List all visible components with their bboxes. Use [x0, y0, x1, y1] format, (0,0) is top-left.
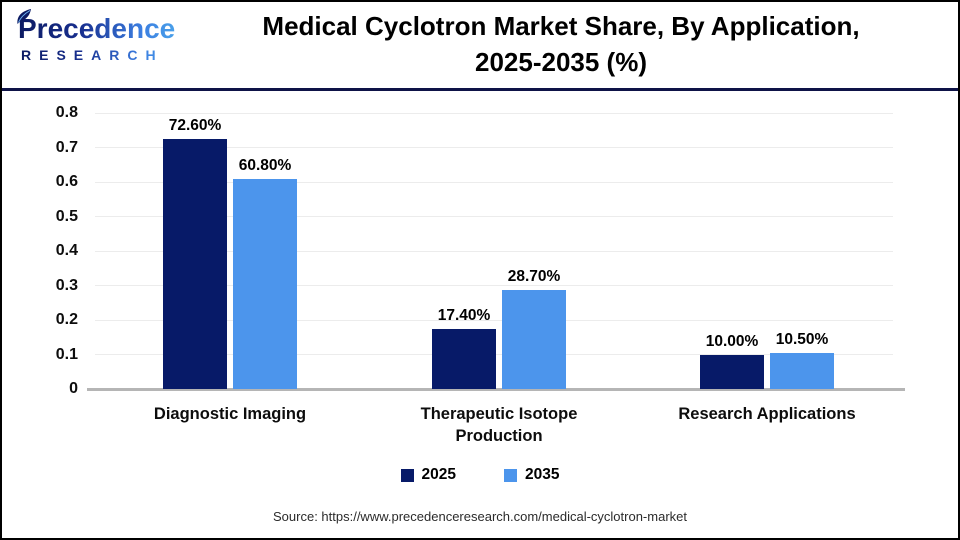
- category-label: Diagnostic Imaging: [153, 405, 307, 423]
- bar-group: 10.00% 10.50%: [700, 331, 834, 389]
- legend-swatch: [400, 468, 414, 482]
- y-tick-label: 0.7: [55, 138, 78, 156]
- bar-2035: [502, 290, 566, 389]
- leaf-icon: [17, 9, 31, 24]
- y-tick-label: 0.6: [55, 173, 78, 190]
- bar-value-label: 17.40%: [437, 306, 491, 324]
- bar-value-label: 72.60%: [168, 116, 222, 134]
- gridline: [95, 216, 893, 217]
- bar-value-label: 10.50%: [775, 330, 829, 348]
- gridline: [95, 250, 893, 252]
- legend-label: 2035: [525, 466, 560, 483]
- brand-logo: Precedence RESEARCH: [17, 9, 176, 63]
- chart-title-line1: Medical Cyclotron Market Share, By Appli…: [262, 11, 860, 41]
- y-tick-label: 0.3: [55, 276, 78, 294]
- bar-with-label: 10.50%: [770, 331, 834, 389]
- y-tick-label: 0.5: [55, 207, 78, 225]
- legend-label: 2025: [421, 466, 456, 483]
- bar-with-label: 72.60%: [163, 117, 227, 389]
- category-label: Research Applications: [678, 405, 856, 423]
- bar-2035: [233, 179, 297, 389]
- y-tick-label: 0.4: [55, 242, 78, 259]
- bar-value-label: 28.70%: [507, 268, 561, 285]
- chart-title-line2: 2025-2035 (%): [475, 47, 647, 77]
- bar-2025: [432, 328, 496, 389]
- gridline: [95, 285, 893, 286]
- bar-with-label: 10.00%: [700, 332, 764, 389]
- gridline: [95, 319, 893, 321]
- category-label: Therapeutic Isotope Production: [420, 405, 578, 445]
- brand-subtitle: RESEARCH: [18, 47, 175, 63]
- x-axis-line: [87, 388, 905, 391]
- legend-item-2025: 2025: [400, 466, 456, 484]
- source-citation: Source: https://www.precedenceresearch.c…: [273, 509, 687, 524]
- bar-with-label: 17.40%: [432, 307, 496, 389]
- brand-name: Precedence: [18, 13, 176, 44]
- bar-value-label: 10.00%: [705, 332, 759, 350]
- y-tick-label: 0.8: [55, 104, 78, 121]
- bar-2025: [163, 138, 227, 389]
- legend: 2025 2035: [2, 466, 958, 484]
- gridline: [95, 181, 893, 183]
- chart-title: Medical Cyclotron Market Share, By Appli…: [170, 8, 952, 80]
- header-divider: [2, 88, 958, 91]
- bar-with-label: 60.80%: [233, 157, 297, 389]
- gridline: [95, 112, 893, 114]
- y-tick-label: 0: [69, 380, 78, 397]
- legend-swatch: [504, 468, 517, 482]
- bar-with-label: 28.70%: [502, 268, 566, 389]
- bar-group: 17.40% 28.70%: [432, 268, 566, 389]
- bar-2025: [700, 354, 764, 389]
- y-tick-label: 0.1: [55, 345, 78, 363]
- y-tick-label: 0.2: [55, 311, 78, 328]
- legend-item-2035: 2035: [504, 466, 559, 484]
- bar-group: 72.60% 60.80%: [163, 117, 297, 389]
- gridline: [95, 147, 893, 148]
- bar-value-label: 60.80%: [238, 157, 292, 175]
- bar-2035: [770, 352, 834, 389]
